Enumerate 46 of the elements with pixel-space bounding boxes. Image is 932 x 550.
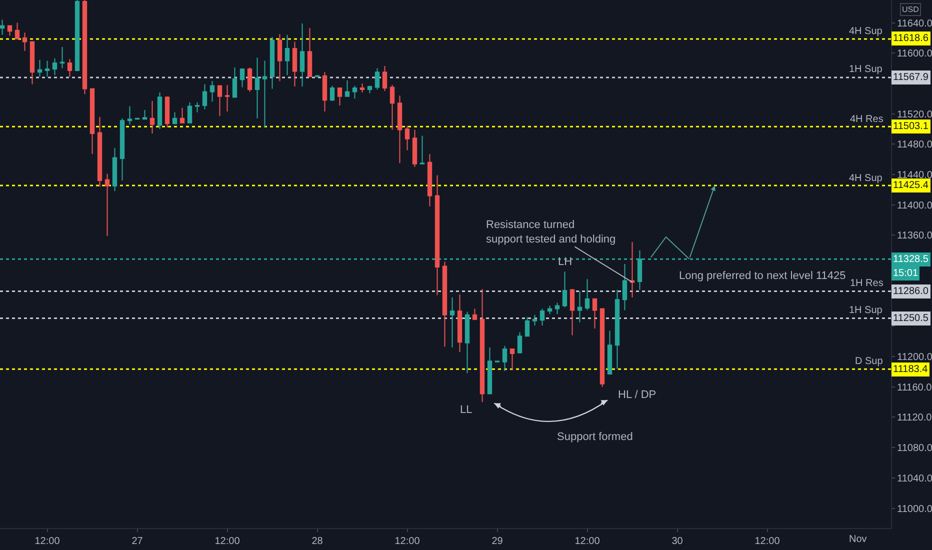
y-tick-label: 11640.0 — [897, 18, 932, 30]
annotation: 11503.1 — [893, 121, 929, 132]
annotation: Long preferred to next level 11425 — [679, 270, 846, 282]
text: Nov — [849, 534, 867, 545]
y-tick-label: 11080.0 — [897, 443, 932, 454]
annotation: 11328.5 — [893, 254, 929, 265]
annotation: 11425.4 — [893, 180, 929, 191]
annotation: LL — [460, 404, 472, 416]
y-tick-label: 11000.0 — [897, 504, 932, 515]
text: 15:01 — [893, 268, 918, 279]
x-tick-label: 30 — [672, 536, 684, 547]
x-tick-label: 27 — [132, 536, 144, 547]
annotation: 11567.9 — [893, 72, 929, 83]
annotation: LH — [558, 256, 572, 268]
ref-line-label: 4H Sup — [849, 26, 883, 37]
y-tick-label: 11600.0 — [897, 48, 932, 60]
annotation: HL / DP — [618, 389, 656, 401]
annotation: 11618.6 — [893, 33, 929, 44]
y-tick-label: 11400.0 — [897, 200, 932, 212]
x-tick-label: 29 — [492, 536, 504, 547]
annotation: 11250.5 — [893, 313, 929, 324]
ref-line-label: 4H Res — [850, 114, 884, 125]
y-tick-label: 11120.0 — [897, 412, 932, 424]
ref-line-label: 1H Res — [850, 278, 884, 289]
x-tick-label: 12:00 — [394, 536, 420, 547]
y-tick-label: 11160.0 — [897, 382, 932, 394]
annotation: Support formed — [557, 431, 633, 443]
x-tick-label: 28 — [312, 536, 324, 547]
annotation: 11183.4 — [893, 364, 928, 375]
ref-line-label: 4H Sup — [849, 173, 883, 184]
annotation: Resistance turned support tested and holding — [486, 219, 616, 246]
x-tick-label: 12:00 — [34, 536, 60, 547]
ref-line-label: D Sup — [855, 356, 884, 367]
annotation: 11286.0 — [893, 286, 929, 297]
ref-line-label: 1H Sup — [849, 64, 883, 75]
y-axis-title: USD — [902, 5, 920, 14]
y-tick-label: 11040.0 — [897, 473, 932, 484]
y-tick-label: 11480.0 — [897, 140, 932, 151]
y-tick-label: 11360.0 — [897, 230, 932, 242]
ref-line-label: 1H Sup — [849, 305, 883, 316]
y-tick-label: 11200.0 — [897, 352, 932, 364]
y-tick-label: 11520.0 — [897, 109, 932, 120]
y-tick-label: 11440.0 — [897, 170, 932, 181]
x-tick-label: 12:00 — [214, 536, 240, 547]
x-tick-label: 12:00 — [574, 536, 600, 547]
x-tick-label: 12:00 — [754, 536, 780, 547]
